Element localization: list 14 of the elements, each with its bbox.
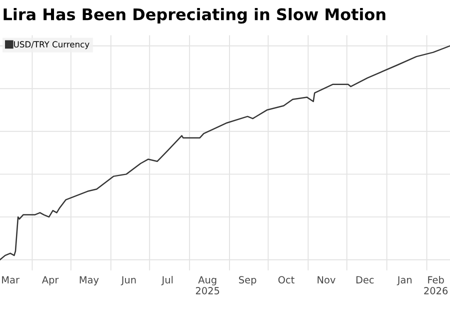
x-tick-label: Jun [120,276,136,286]
x-tick-label: Mar [2,276,20,284]
x-tick-label: Oct [278,276,294,284]
x-tick-label: Apr [42,276,59,286]
x-tick-label: Feb 2026 [424,276,448,294]
x-tick-label: Jul [161,276,173,286]
legend-label: USD/TRY Currency [14,41,90,50]
x-tick-label: Nov [318,276,336,284]
chart-title: Lira Has Been Depreciating in Slow Motion [4,8,386,24]
x-tick-label: Aug 2025 [196,276,220,294]
x-tick-label: Jan [396,276,412,286]
x-tick-label: Sep [239,276,256,286]
x-tick-label: May [80,276,99,286]
x-tick-label: Dec [356,276,374,284]
